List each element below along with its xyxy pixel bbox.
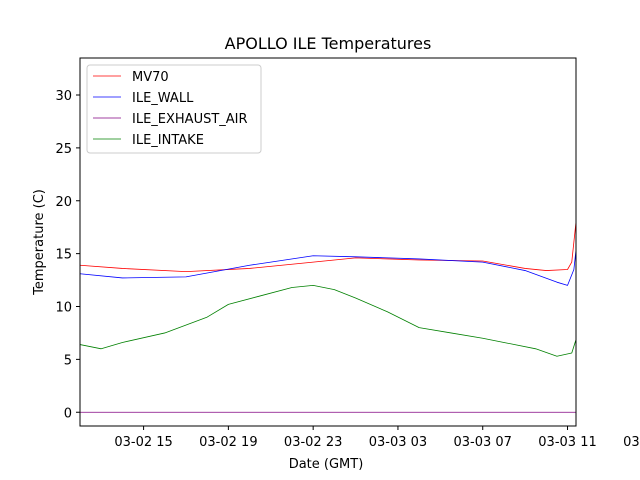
legend-label-ile-intake: ILE_INTAKE <box>132 133 204 148</box>
x-tick-label: 03-03 03 <box>369 435 427 450</box>
series-line-ile-wall <box>80 246 576 286</box>
legend-label-ile-wall: ILE_WALL <box>132 91 194 106</box>
legend-label-ile-exhaust-air: ILE_EXHAUST_AIR <box>132 112 248 127</box>
x-tick-label: 03-03 15 <box>623 435 640 450</box>
x-tick-label: 03-02 23 <box>284 435 342 450</box>
y-tick-label: 25 <box>55 142 72 157</box>
y-tick-label: 5 <box>64 353 72 368</box>
series-line-mv70 <box>80 213 576 273</box>
chart-title: APOLLO ILE Temperatures <box>225 34 432 53</box>
x-tick-label: 03-03 11 <box>538 435 596 450</box>
x-tick-label: 03-03 07 <box>454 435 512 450</box>
y-tick-label: 30 <box>55 89 72 104</box>
x-tick-label: 03-02 15 <box>114 435 172 450</box>
series-layer <box>80 213 576 413</box>
x-axis-ticks: 03-02 15 03-02 19 03-02 23 03-03 03 03-03 07… <box>114 426 640 450</box>
y-tick-label: 20 <box>55 195 72 210</box>
series-line-ile-intake <box>80 284 576 357</box>
y-tick-label: 15 <box>55 248 72 263</box>
legend: MV70 ILE_WALL ILE_EXHAUST_AIR ILE_INTAKE <box>86 64 262 154</box>
y-tick-label: 0 <box>64 406 72 421</box>
legend-box <box>86 64 262 154</box>
y-axis-ticks: 0 5 10 15 20 25 30 <box>55 89 80 421</box>
plot-frame <box>79 57 577 427</box>
y-tick-label: 10 <box>55 301 72 316</box>
x-axis-label: Date (GMT) <box>289 457 364 472</box>
legend-label-mv70: MV70 <box>132 70 169 85</box>
x-tick-label: 03-02 19 <box>199 435 257 450</box>
y-axis-label: Temperature (C) <box>32 189 47 296</box>
